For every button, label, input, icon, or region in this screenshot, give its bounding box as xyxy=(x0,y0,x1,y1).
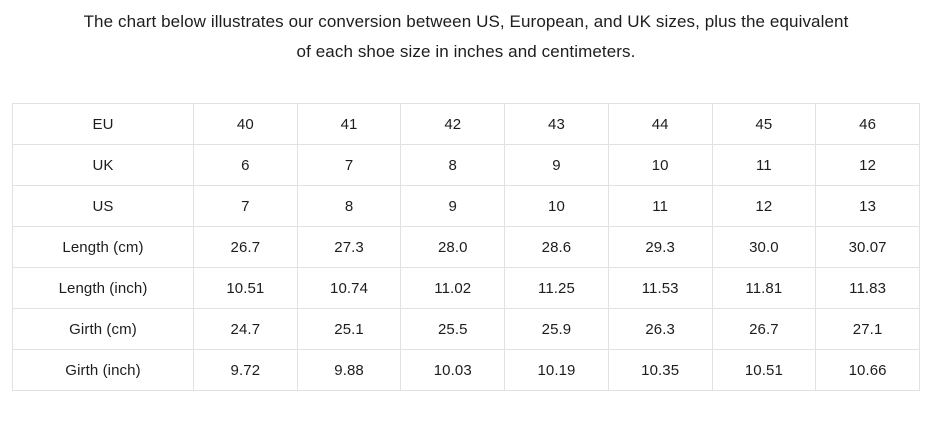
value-cell: 10.35 xyxy=(607,349,713,391)
row-header-cell: Girth (cm) xyxy=(12,308,194,350)
value-cell: 43 xyxy=(504,103,609,145)
value-cell: 11 xyxy=(711,144,817,186)
value-cell: 9.72 xyxy=(193,349,298,391)
value-cell: 41 xyxy=(296,103,402,145)
value-cell: 45 xyxy=(711,103,817,145)
value-cell: 25.1 xyxy=(296,308,402,350)
value-cell: 10.19 xyxy=(504,349,609,391)
intro-line-1: The chart below illustrates our conversi… xyxy=(83,12,849,31)
value-cell: 46 xyxy=(815,103,920,145)
value-cell: 28.6 xyxy=(504,226,609,268)
row-header-cell: UK xyxy=(12,144,194,186)
row-header-cell: EU xyxy=(12,103,194,145)
value-cell: 26.3 xyxy=(607,308,713,350)
value-cell: 11.81 xyxy=(711,267,817,309)
table-row-girth-cm: Girth (cm) 24.7 25.1 25.5 25.9 26.3 26.7… xyxy=(12,308,920,350)
value-cell: 29.3 xyxy=(607,226,713,268)
value-cell: 10 xyxy=(607,144,713,186)
value-cell: 10.51 xyxy=(711,349,817,391)
size-conversion-table: EU 40 41 42 43 44 45 46 UK 6 7 8 9 10 11… xyxy=(12,103,920,391)
value-cell: 10.74 xyxy=(296,267,402,309)
value-cell: 30.07 xyxy=(815,226,920,268)
table-row-length-cm: Length (cm) 26.7 27.3 28.0 28.6 29.3 30.… xyxy=(12,226,920,268)
value-cell: 6 xyxy=(193,144,298,186)
value-cell: 9.88 xyxy=(296,349,402,391)
value-cell: 25.9 xyxy=(504,308,609,350)
value-cell: 25.5 xyxy=(400,308,506,350)
value-cell: 11.83 xyxy=(815,267,920,309)
value-cell: 11.02 xyxy=(400,267,506,309)
value-cell: 10.66 xyxy=(815,349,920,391)
table-row-length-inch: Length (inch) 10.51 10.74 11.02 11.25 11… xyxy=(12,267,920,309)
value-cell: 12 xyxy=(711,185,817,227)
value-cell: 8 xyxy=(400,144,506,186)
value-cell: 10 xyxy=(504,185,609,227)
row-header-cell: US xyxy=(12,185,194,227)
value-cell: 26.7 xyxy=(193,226,298,268)
value-cell: 30.0 xyxy=(711,226,817,268)
table-row-uk: UK 6 7 8 9 10 11 12 xyxy=(12,144,920,186)
row-header-cell: Length (cm) xyxy=(12,226,194,268)
row-header-cell: Girth (inch) xyxy=(12,349,194,391)
value-cell: 10.03 xyxy=(400,349,506,391)
value-cell: 24.7 xyxy=(193,308,298,350)
value-cell: 26.7 xyxy=(711,308,817,350)
value-cell: 40 xyxy=(193,103,298,145)
value-cell: 7 xyxy=(296,144,402,186)
intro-text: The chart below illustrates our conversi… xyxy=(0,0,932,67)
value-cell: 9 xyxy=(504,144,609,186)
value-cell: 7 xyxy=(193,185,298,227)
value-cell: 9 xyxy=(400,185,506,227)
table-row-us: US 7 8 9 10 11 12 13 xyxy=(12,185,920,227)
table-row-girth-inch: Girth (inch) 9.72 9.88 10.03 10.19 10.35… xyxy=(12,349,920,391)
value-cell: 27.1 xyxy=(815,308,920,350)
value-cell: 42 xyxy=(400,103,506,145)
value-cell: 11 xyxy=(607,185,713,227)
value-cell: 10.51 xyxy=(193,267,298,309)
value-cell: 27.3 xyxy=(296,226,402,268)
value-cell: 11.25 xyxy=(504,267,609,309)
table-row-eu: EU 40 41 42 43 44 45 46 xyxy=(12,103,920,145)
value-cell: 12 xyxy=(815,144,920,186)
intro-line-2: of each shoe size in inches and centimet… xyxy=(296,42,636,61)
value-cell: 8 xyxy=(296,185,402,227)
value-cell: 44 xyxy=(607,103,713,145)
value-cell: 11.53 xyxy=(607,267,713,309)
row-header-cell: Length (inch) xyxy=(12,267,194,309)
value-cell: 28.0 xyxy=(400,226,506,268)
value-cell: 13 xyxy=(815,185,920,227)
